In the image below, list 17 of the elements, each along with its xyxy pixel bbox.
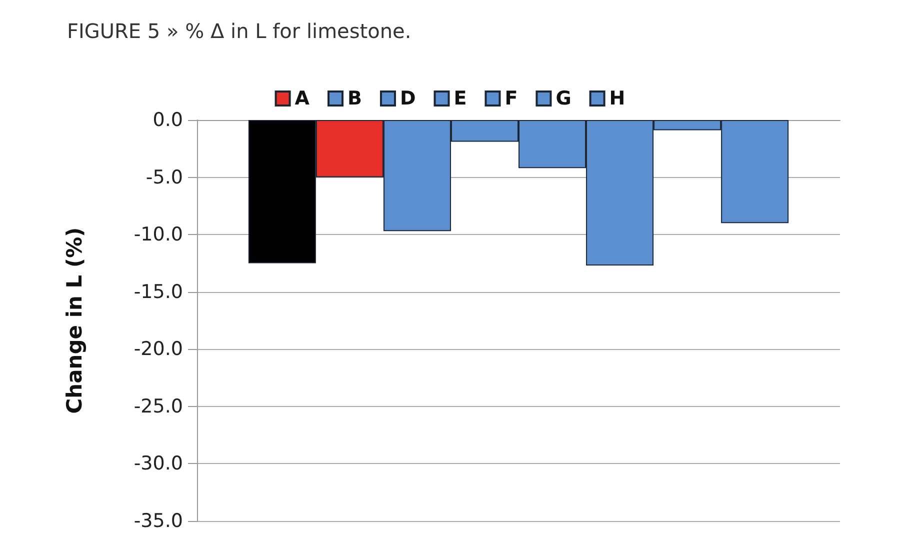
legend-label: B xyxy=(348,88,362,110)
legend-label: E xyxy=(454,88,467,110)
legend-label: G xyxy=(556,88,572,110)
y-tick-label: -5.0 xyxy=(146,166,183,188)
legend-label: A xyxy=(294,88,310,110)
y-tick-label: -30.0 xyxy=(134,452,183,475)
y-tick-label: -10.0 xyxy=(134,224,183,246)
y-tick-label: -15.0 xyxy=(134,280,183,303)
y-axis-title: Change in L (%) xyxy=(62,227,86,414)
y-tick-label: -35.0 xyxy=(134,510,183,532)
y-tick-label: -25.0 xyxy=(134,395,183,418)
chart-title: FIGURE 5 » % Δ in L for limestone. xyxy=(67,19,412,43)
legend-label: F xyxy=(504,88,518,110)
y-tick-label: -20.0 xyxy=(134,338,183,360)
y-tick-label: 0.0 xyxy=(152,109,183,131)
legend-label: H xyxy=(609,88,626,110)
legend-label: D xyxy=(400,88,416,110)
